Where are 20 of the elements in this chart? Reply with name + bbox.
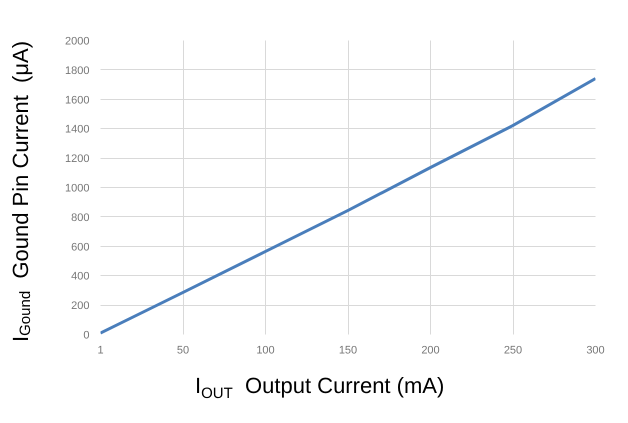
x-tick-label: 100 [256,344,275,356]
line-series [100,77,596,334]
x-tick-label: 300 [586,344,605,356]
y-tick-label: 1200 [65,153,90,166]
y-tick-label: 200 [71,300,90,312]
y-tick-label: 1800 [65,64,90,77]
y-tick-label: 2000 [65,36,90,48]
y-tick-label: 1400 [65,124,90,136]
y-tick-label: 400 [71,270,90,283]
x-axis-title: I$_{OUT}$ Output Current (mA) [195,372,444,404]
y-tick-label: 1000 [65,182,90,194]
y-tick-label: 600 [71,241,90,254]
y-tick-label: 1600 [65,94,90,106]
x-tick-label: 250 [504,344,522,356]
x-tick-label: 50 [176,344,190,356]
y-tick-label: 0 [83,330,90,342]
x-tick-label: 150 [338,344,358,356]
y-tick-label: 800 [71,212,90,224]
x-tick-label: 1 [97,344,104,356]
x-tick-label: 200 [421,344,440,356]
